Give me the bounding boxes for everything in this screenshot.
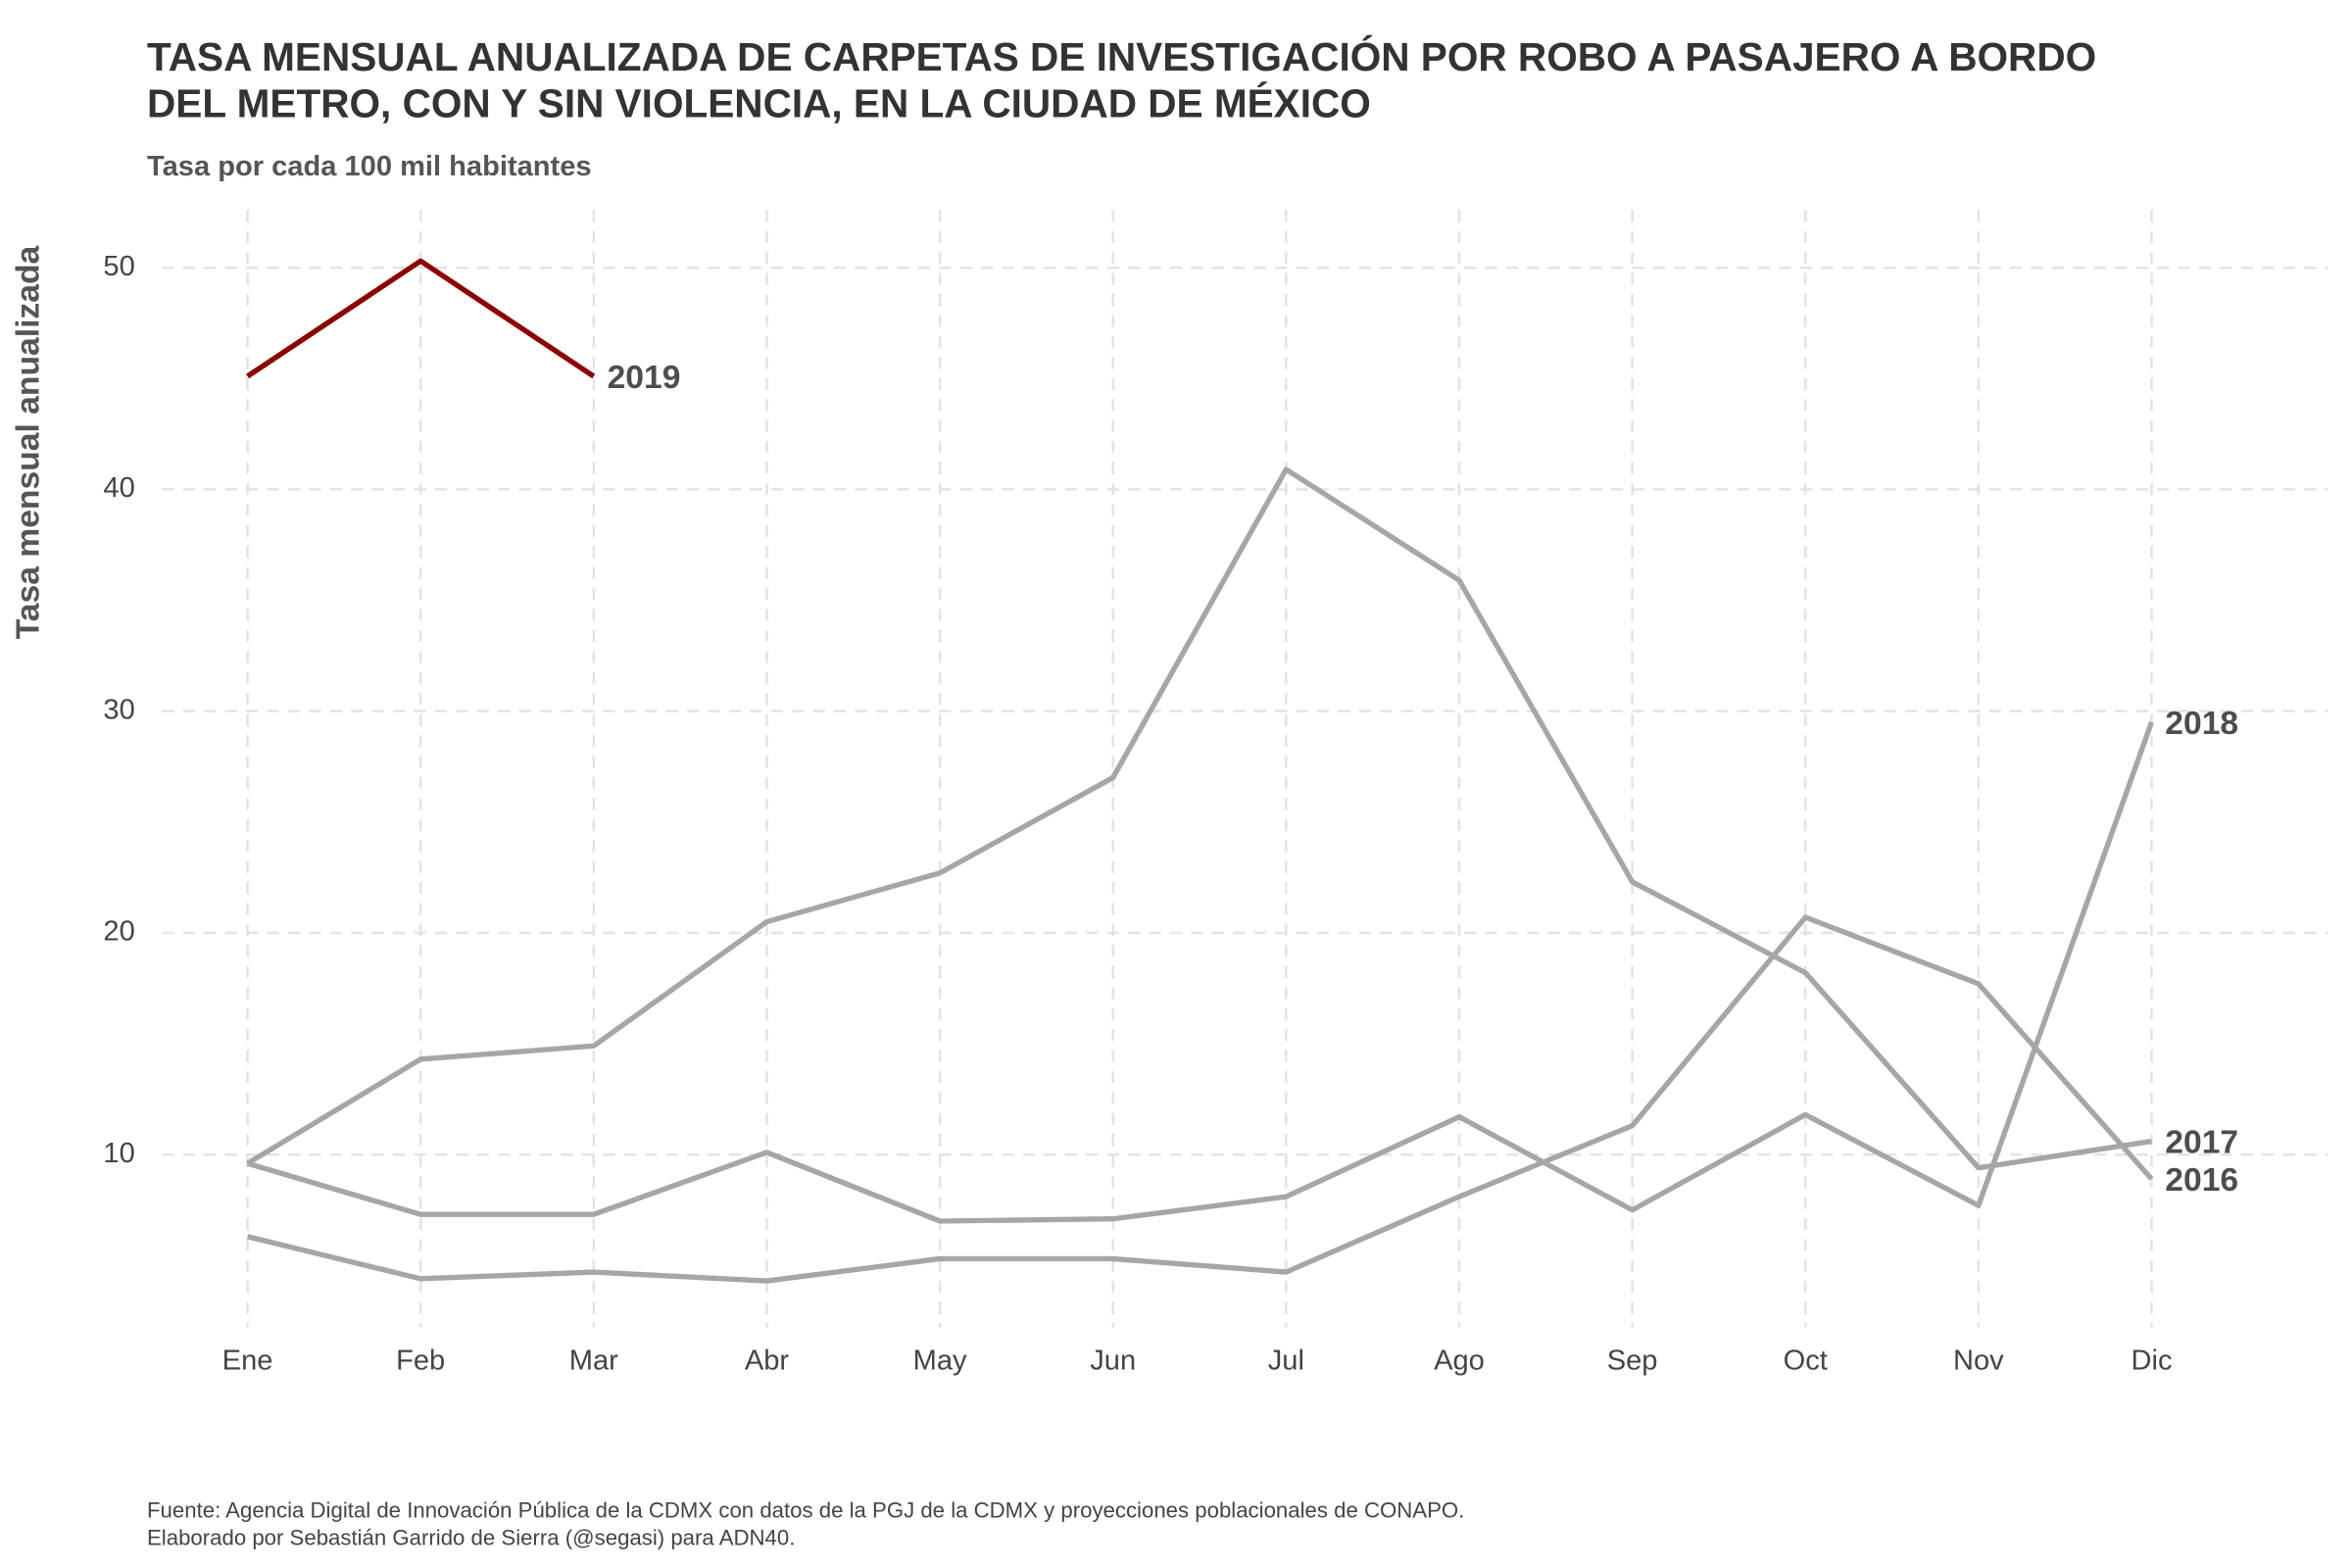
x-tick-label: Nov xyxy=(1953,1345,2004,1376)
series-label: 2016 xyxy=(2165,1162,2238,1199)
x-tick-label: Oct xyxy=(1784,1345,1828,1376)
x-tick-label: Sep xyxy=(1607,1345,1658,1376)
y-tick-label: 10 xyxy=(103,1138,134,1169)
series-line xyxy=(246,721,2155,1224)
series-label: 2018 xyxy=(2165,706,2238,742)
x-tick-label: Feb xyxy=(396,1345,445,1376)
y-axis-label: Tasa mensual anualizada xyxy=(11,245,47,639)
y-tick-label: 50 xyxy=(103,251,134,282)
y-tick-label: 20 xyxy=(103,916,134,948)
y-tick-label: 40 xyxy=(103,472,134,504)
series-line xyxy=(246,466,2152,1171)
x-tick-label: Dic xyxy=(2132,1345,2173,1376)
series-line xyxy=(246,258,596,379)
series-label: 2017 xyxy=(2165,1124,2238,1160)
x-tick-label: Jul xyxy=(1268,1345,1304,1376)
chart-title: TASA MENSUAL ANUALIZADA DE CARPETAS DE I… xyxy=(147,34,2096,79)
series-line xyxy=(246,914,2154,1284)
x-tick-label: Ene xyxy=(222,1345,273,1376)
series-label: 2019 xyxy=(608,360,681,396)
caption: Fuente: Agencia Digital de Innovación Pú… xyxy=(147,1498,1464,1523)
x-tick-label: Jun xyxy=(1090,1345,1136,1376)
caption: Elaborado por Sebastián Garrido de Sierr… xyxy=(147,1525,795,1549)
y-tick-label: 30 xyxy=(103,694,134,725)
chart-title: DEL METRO, CON Y SIN VIOLENCIA, EN LA CI… xyxy=(147,80,1371,125)
x-tick-label: Ago xyxy=(1434,1345,1485,1376)
x-tick-label: Mar xyxy=(569,1345,618,1376)
chart-subtitle: Tasa por cada 100 mil habitantes xyxy=(147,151,592,182)
x-tick-label: May xyxy=(913,1345,967,1376)
x-tick-label: Abr xyxy=(745,1345,790,1376)
